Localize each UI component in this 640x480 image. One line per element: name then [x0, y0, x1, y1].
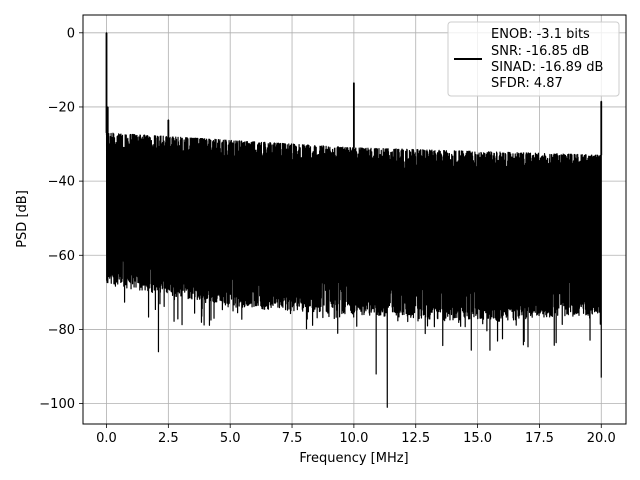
legend-box — [447, 21, 620, 97]
psd-series — [105, 32, 603, 408]
x-tick-label: 12.5 — [401, 431, 430, 446]
y-tick-label: −100 — [39, 397, 75, 412]
ticks: 0.0 2.5 5.0 7.5 10.0 12.5 15.0 17.5 20.0 0 −20 −40 −… — [39, 26, 615, 446]
plot-frame — [82, 14, 627, 425]
y-tick-label: 0 — [67, 26, 75, 41]
legend-entry-sfdr: SFDR: 4.87 — [491, 76, 563, 91]
x-tick-label: 17.5 — [525, 431, 554, 446]
x-tick-label: 5.0 — [220, 431, 241, 446]
x-tick-label: 20.0 — [587, 431, 616, 446]
x-axis-label: Frequency [MHz] — [299, 451, 408, 466]
y-tick-label: −40 — [48, 175, 75, 190]
y-tick-label: −60 — [48, 249, 75, 264]
legend-entry-sinad: SINAD: -16.89 dB — [491, 60, 603, 75]
y-axis-label: PSD [dB] — [15, 190, 30, 248]
x-tick-label: 15.0 — [463, 431, 492, 446]
x-tick-label: 10.0 — [339, 431, 368, 446]
x-tick-label: 0.0 — [96, 431, 117, 446]
y-tick-label: −20 — [48, 100, 75, 115]
y-tick-label: −80 — [48, 323, 75, 338]
legend-entry-enob: ENOB: -3.1 bits — [491, 27, 590, 42]
legend: ENOB: -3.1 bits SNR: -16.85 dB SINAD: -1… — [447, 21, 620, 97]
x-tick-label: 2.5 — [158, 431, 179, 446]
legend-entry-snr: SNR: -16.85 dB — [491, 44, 589, 59]
x-tick-label: 7.5 — [282, 431, 303, 446]
